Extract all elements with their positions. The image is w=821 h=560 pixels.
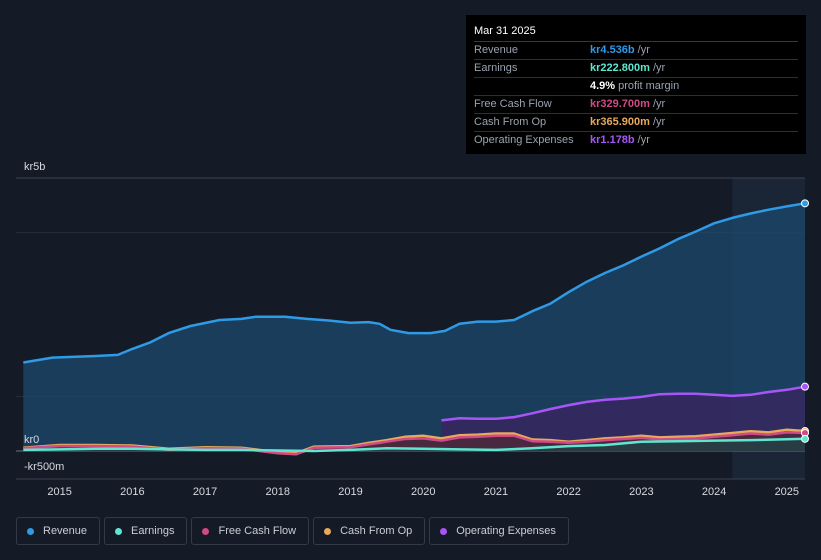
tooltip-row-value: 4.9% [590,80,616,92]
x-tick-label: 2022 [556,486,580,498]
x-tick-label: 2025 [775,486,799,498]
y-label-bottom: -kr500m [24,461,64,473]
legend-label: Operating Expenses [456,525,556,537]
tooltip-row-unit: /yr [637,134,650,146]
y-label-zero: kr0 [24,434,39,446]
legend-dot-icon [202,527,210,535]
legend-label: Earnings [131,525,175,537]
tooltip-row-unit: /yr [652,62,666,74]
tooltip-row-value: kr329.700m [590,98,650,110]
tooltip-row-label: Revenue [474,44,519,56]
tooltip-row: Free Cash Flow kr329.700m/yr [474,96,798,114]
legend-label: Free Cash Flow [218,525,297,537]
x-tick-labels: 2015 2016 2017 2018 2019 2020 2021 2022 2023 2024… [47,486,799,498]
tooltip-row: Revenue kr4.536b/yr [474,42,798,60]
tooltip-row-label: Cash From Op [474,116,547,128]
earnings-area [23,438,806,451]
operating-expenses-endpoint [801,382,809,391]
legend-dot-icon [324,527,332,535]
legend-dot-icon [115,527,123,535]
tooltip-row-label: Operating Expenses [474,134,574,146]
legend-item-earnings[interactable]: Earnings [104,517,188,545]
x-tick-label: 2018 [266,486,290,498]
tooltip: Mar 31 2025 Revenue kr4.536b/yr Earnings kr… [466,15,806,154]
legend-item-cash-from-op[interactable]: Cash From Op [313,517,426,545]
tooltip-row-unit: /yr [637,44,650,56]
legend-dot-icon [440,527,448,535]
tooltip-row: Operating Expenses kr1.178b/yr [474,132,798,149]
legend-item-revenue[interactable]: Revenue [16,517,101,545]
legend-label: Revenue [43,525,88,537]
revenue-endpoint [801,199,809,208]
x-tick-label: 2021 [484,486,508,498]
legend-dot-icon [27,527,34,535]
tooltip-row-label: Earnings [474,62,518,74]
series-endpoints [801,199,809,443]
tooltip-row-unit: profit margin [618,80,680,92]
y-label-top: kr5b [24,161,45,173]
tooltip-row-unit: /yr [652,98,666,110]
x-tick-label: 2019 [338,486,362,498]
revenue-area [23,203,806,451]
x-tick-label: 2017 [193,486,217,498]
x-tick-label: 2020 [411,486,435,498]
tooltip-row: Earnings kr222.800m/yr [474,60,798,78]
tooltip-row-value: kr365.900m [590,116,650,128]
earnings-line [23,437,806,453]
x-tick-label: 2015 [47,486,71,498]
tooltip-row-label [474,78,590,95]
tooltip-row-value: kr1.178b [590,134,635,146]
series-areas [23,203,806,455]
revenue-line [23,202,806,364]
tooltip-row-value: kr222.800m [590,62,650,74]
x-tick-label: 2023 [629,486,653,498]
legend-label: Cash From Op [340,525,413,537]
legend-item-free-cash-flow[interactable]: Free Cash Flow [191,517,310,545]
series-lines [23,202,806,456]
tooltip-row: 4.9% profit margin [474,78,798,96]
tooltip-row-unit: /yr [652,116,666,128]
x-tick-label: 2024 [702,486,726,498]
earnings-endpoint [801,434,809,443]
tooltip-row: Cash From Op kr365.900m/yr [474,114,798,132]
legend-item-operating-expenses[interactable]: Operating Expenses [429,517,569,545]
legend: Revenue Earnings Free Cash Flow Cash From O… [16,517,569,545]
tooltip-row-value: kr4.536b [590,44,635,56]
tooltip-date: Mar 31 2025 [474,23,798,42]
operating-expenses-line [441,385,806,422]
tooltip-row-label: Free Cash Flow [474,98,552,110]
x-tick-label: 2016 [120,486,144,498]
